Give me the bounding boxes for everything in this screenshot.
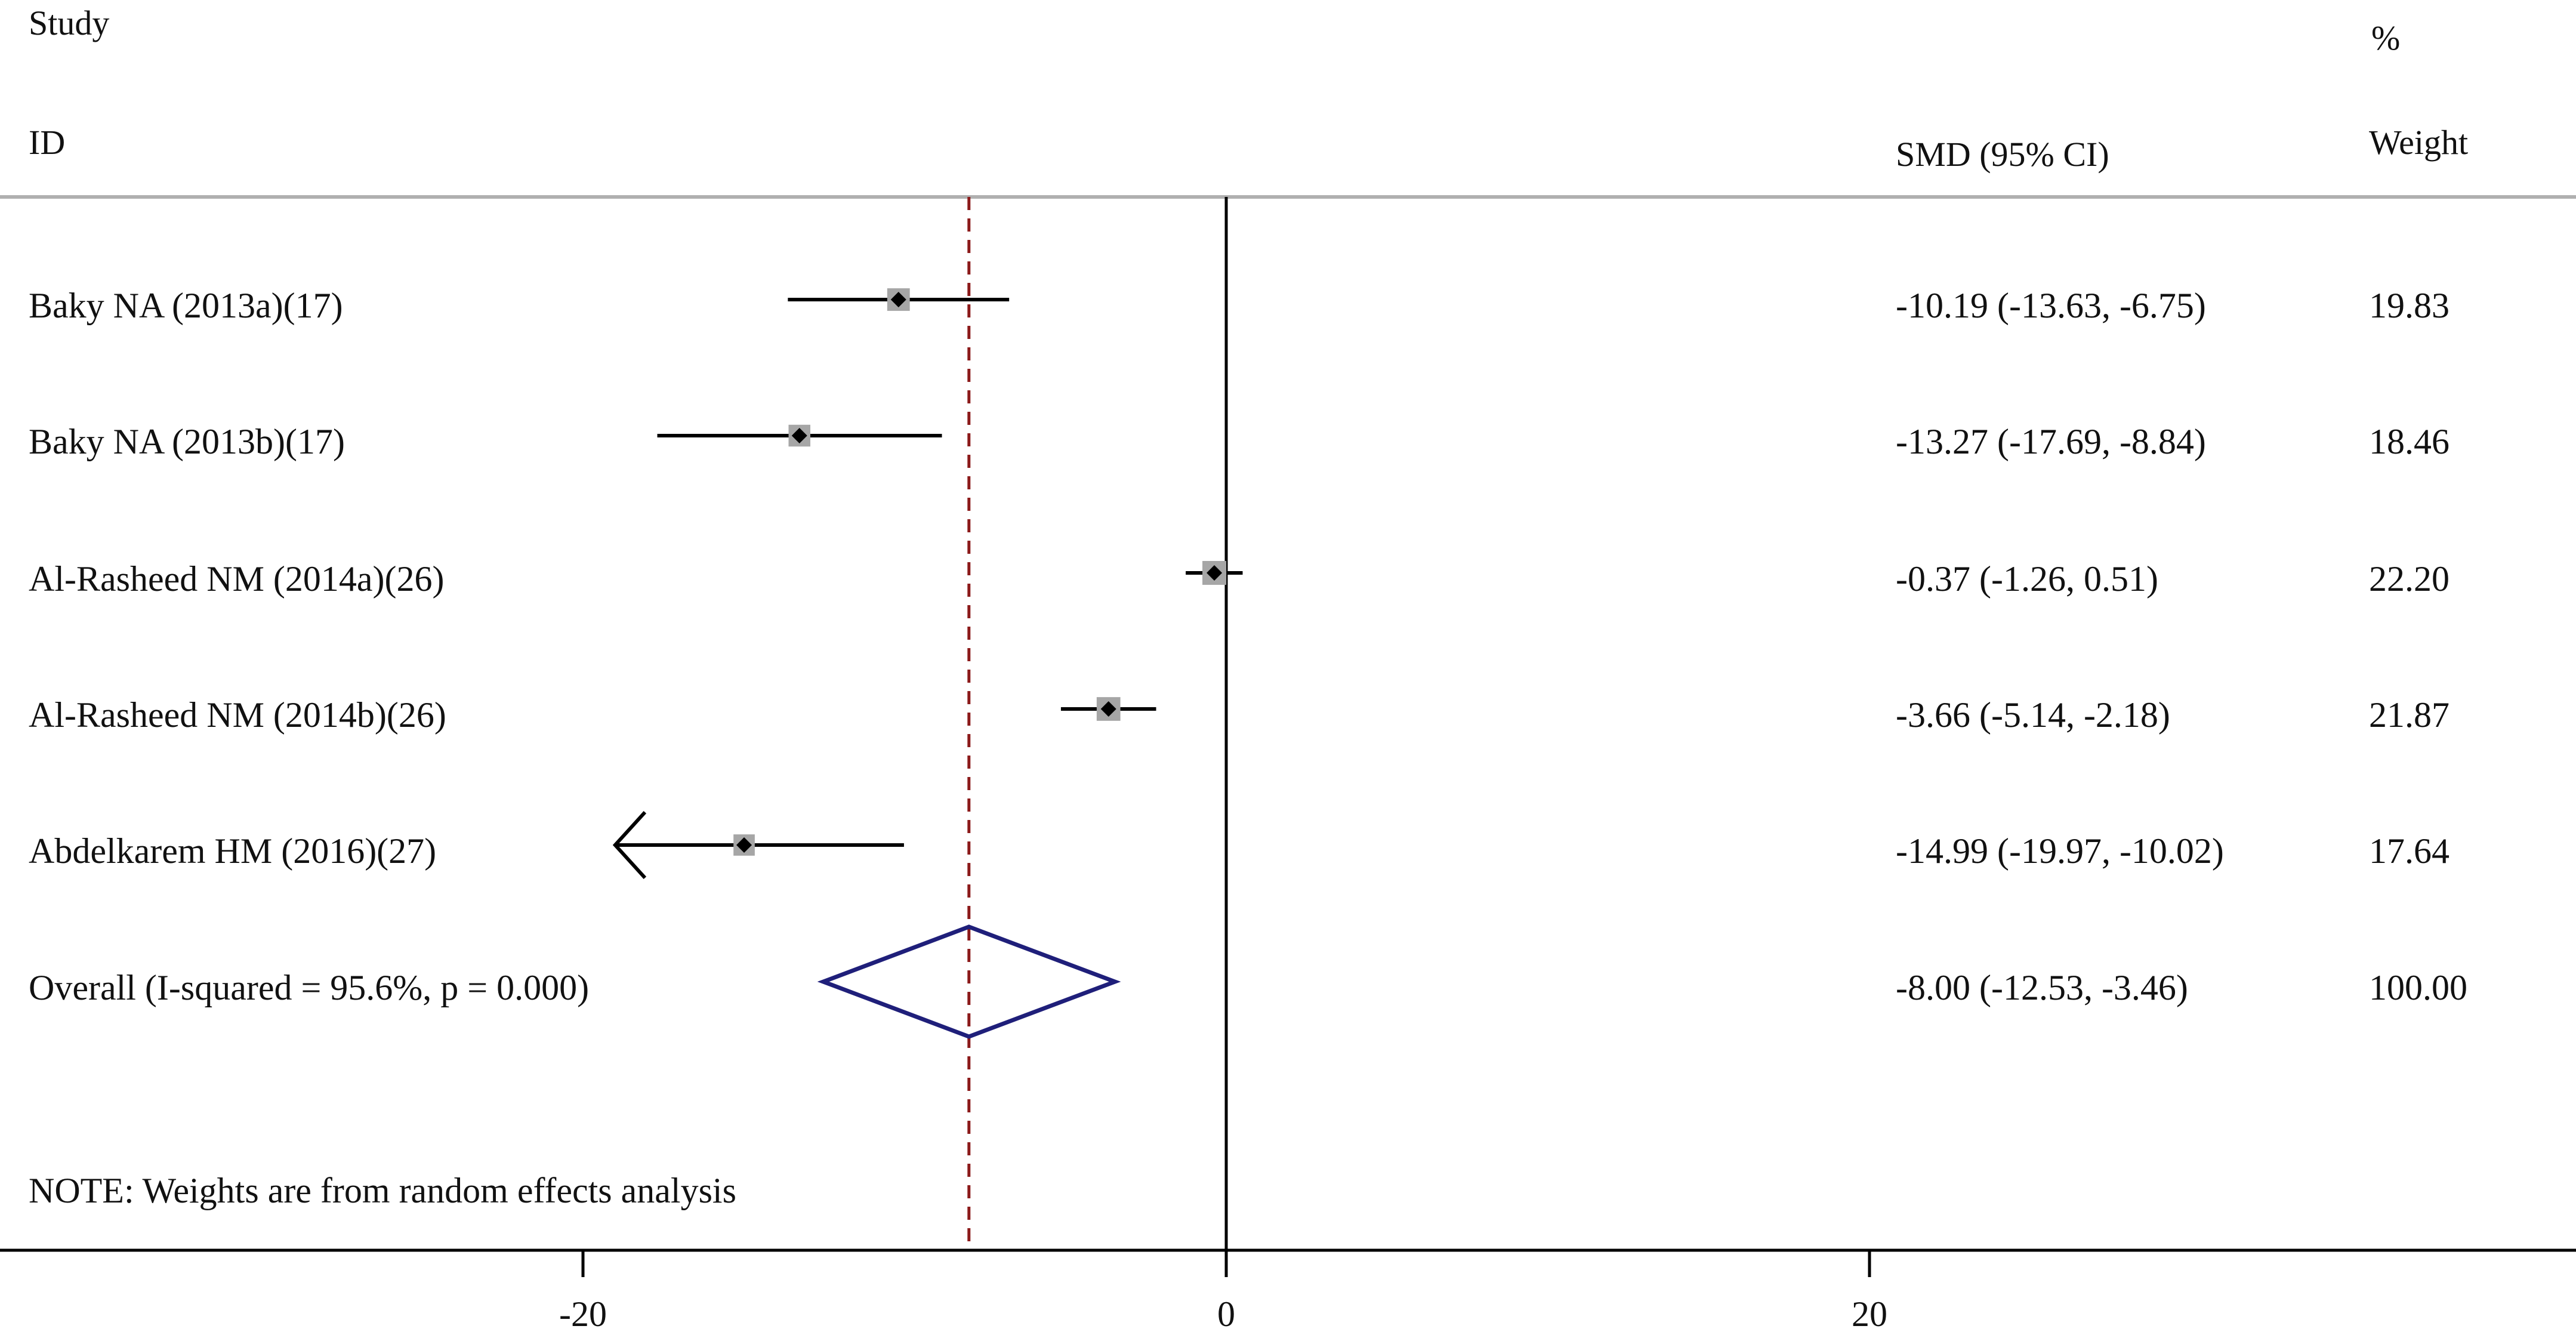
overall-row: Overall (I-squared = 95.6%, p = 0.000) -… bbox=[29, 924, 2467, 1039]
study-weight: 22.20 bbox=[2369, 559, 2449, 599]
study-effect: -13.27 (-17.69, -8.84) bbox=[1896, 422, 2206, 461]
study-weight: 17.64 bbox=[2369, 831, 2449, 871]
overall-label: Overall (I-squared = 95.6%, p = 0.000) bbox=[29, 968, 589, 1007]
study-label: Al-Rasheed NM (2014a)(26) bbox=[29, 559, 444, 599]
point-estimate bbox=[890, 292, 906, 307]
study-weight: 19.83 bbox=[2369, 286, 2449, 325]
study-label: Baky NA (2013b)(17) bbox=[29, 422, 345, 461]
study-row: Al-Rasheed NM (2014b)(26) -3.66 (-5.14, … bbox=[29, 695, 2449, 735]
overall-weight: 100.00 bbox=[2369, 968, 2467, 1007]
point-estimate bbox=[791, 428, 807, 443]
header-weight: Weight bbox=[2369, 123, 2468, 162]
study-weight: 21.87 bbox=[2369, 695, 2449, 735]
header-id: ID bbox=[29, 123, 65, 162]
study-row: Baky NA (2013a)(17) -10.19 (-13.63, -6.7… bbox=[29, 286, 2449, 325]
study-effect: -0.37 (-1.26, 0.51) bbox=[1896, 559, 2158, 599]
overall-effect: -8.00 (-12.53, -3.46) bbox=[1896, 968, 2188, 1007]
header-effect: SMD (95% CI) bbox=[1896, 135, 2109, 174]
study-label: Abdelkarem HM (2016)(27) bbox=[29, 831, 436, 871]
study-row: Baky NA (2013b)(17) -13.27 (-17.69, -8.8… bbox=[29, 422, 2449, 461]
ci-clip-arrow bbox=[612, 810, 647, 880]
study-label: Baky NA (2013a)(17) bbox=[29, 286, 343, 325]
overall-diamond bbox=[817, 924, 1121, 1039]
study-effect: -14.99 (-19.97, -10.02) bbox=[1896, 831, 2224, 871]
point-estimate bbox=[1100, 701, 1116, 717]
point-estimate bbox=[1207, 565, 1223, 581]
study-effect: -10.19 (-13.63, -6.75) bbox=[1896, 286, 2206, 325]
x-tick-label: -20 bbox=[559, 1294, 607, 1332]
study-effect: -3.66 (-5.14, -2.18) bbox=[1896, 695, 2170, 735]
note: NOTE: Weights are from random effects an… bbox=[29, 1171, 736, 1210]
header-weight-percent: % bbox=[2371, 18, 2400, 57]
study-weight: 18.46 bbox=[2369, 422, 2449, 461]
x-tick-label: 20 bbox=[1852, 1294, 1887, 1332]
study-row: Al-Rasheed NM (2014a)(26) -0.37 (-1.26, … bbox=[29, 559, 2449, 599]
study-row: Abdelkarem HM (2016)(27) -14.99 (-19.97,… bbox=[29, 810, 2449, 880]
header-study: Study bbox=[29, 4, 109, 42]
study-label: Al-Rasheed NM (2014b)(26) bbox=[29, 695, 446, 735]
x-axis-ticks: -20 0 20 bbox=[559, 1250, 1887, 1332]
x-tick-label: 0 bbox=[1217, 1294, 1235, 1332]
point-estimate bbox=[736, 837, 752, 853]
